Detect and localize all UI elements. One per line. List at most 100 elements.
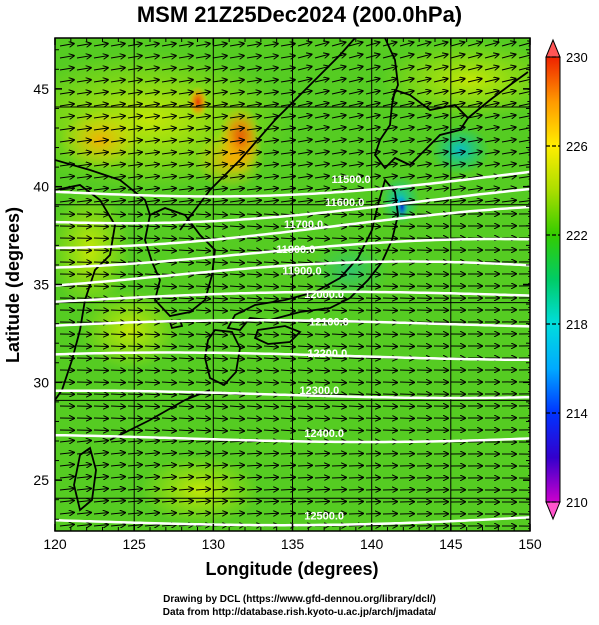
wind-arrow <box>348 139 363 142</box>
wind-arrow <box>144 80 159 82</box>
contour-label: 11500.0 <box>332 174 371 186</box>
wind-arrow <box>212 214 227 215</box>
wind-arrow <box>76 152 91 154</box>
wind-arrow <box>297 42 311 46</box>
wind-arrow <box>93 274 108 275</box>
wind-arrow <box>212 44 227 46</box>
wind-arrow <box>59 500 74 502</box>
wind-arrow <box>331 176 346 178</box>
wind-arrow <box>501 91 516 94</box>
wind-arrow <box>127 382 142 383</box>
wind-arrow <box>76 80 91 82</box>
wind-arrow <box>212 489 227 490</box>
wind-arrow <box>178 465 193 466</box>
wind-arrow <box>314 42 328 46</box>
wind-arrow <box>382 370 397 371</box>
y-tick-label: 30 <box>33 374 49 390</box>
wind-arrow <box>280 104 295 106</box>
wind-arrow <box>416 188 431 190</box>
wind-arrow <box>297 382 312 383</box>
wind-arrow <box>280 140 295 142</box>
wind-arrow <box>416 103 431 106</box>
wind-arrow <box>127 501 142 502</box>
wind-arrow <box>76 200 91 202</box>
wind-arrow <box>76 140 91 142</box>
wind-arrow <box>195 68 210 70</box>
wind-arrow <box>365 67 380 70</box>
wind-arrow <box>195 140 210 142</box>
wind-arrow <box>518 200 530 202</box>
wind-arrow <box>348 310 363 311</box>
wind-arrow <box>195 286 210 287</box>
wind-arrow <box>127 346 142 347</box>
wind-arrow <box>246 513 261 514</box>
colorbar-tick-label: 226 <box>566 139 588 154</box>
wind-arrow <box>246 262 261 263</box>
wind-arrow <box>212 104 227 106</box>
wind-arrow <box>127 128 142 130</box>
wind-arrow <box>348 334 363 335</box>
contour-label: 12400.0 <box>304 428 344 440</box>
wind-arrow <box>161 513 176 514</box>
wind-arrow <box>365 286 380 287</box>
wind-arrow <box>212 465 227 466</box>
wind-arrow <box>331 67 346 70</box>
wind-arrow <box>144 128 159 130</box>
wind-arrow <box>297 286 312 287</box>
wind-arrow <box>127 140 142 142</box>
wind-arrow <box>484 91 499 94</box>
wind-arrow <box>110 525 125 526</box>
wind-arrow <box>59 488 74 490</box>
wind-arrow <box>246 226 261 227</box>
wind-arrow <box>467 54 482 58</box>
wind-arrow <box>59 188 74 190</box>
wind-arrow <box>178 477 193 478</box>
wind-arrow <box>297 477 312 478</box>
wind-arrow <box>348 67 363 70</box>
wind-arrow <box>161 477 176 478</box>
x-tick-label: 120 <box>43 536 67 552</box>
wind-arrow <box>314 406 329 407</box>
wind-arrow <box>195 334 210 335</box>
wind-arrow <box>416 139 431 142</box>
wind-arrow <box>280 128 295 130</box>
wind-arrow <box>178 80 193 82</box>
wind-arrow <box>178 164 193 166</box>
wind-arrow <box>93 370 108 371</box>
wind-arrow <box>110 274 125 275</box>
wind-arrow <box>110 214 125 215</box>
wind-arrow <box>280 200 295 202</box>
wind-arrow <box>127 477 142 478</box>
wind-arrow <box>501 103 516 106</box>
wind-arrow <box>195 310 210 311</box>
wind-arrow <box>212 250 227 251</box>
wind-arrow <box>161 116 176 118</box>
wind-arrow <box>110 140 125 142</box>
wind-arrow <box>144 116 159 118</box>
wind-arrow <box>246 176 261 178</box>
wind-arrow <box>314 298 329 299</box>
wind-arrow <box>195 394 210 395</box>
wind-arrow <box>195 298 210 299</box>
wind-arrow <box>365 42 379 46</box>
wind-arrow <box>93 441 108 442</box>
colorbar: 210 214 218 222 226 230 <box>545 38 588 521</box>
wind-arrow <box>365 127 380 130</box>
wind-arrow <box>76 453 91 454</box>
wind-arrow <box>110 310 125 311</box>
wind-arrow <box>484 54 499 58</box>
wind-arrow <box>195 382 210 383</box>
wind-arrow <box>229 501 244 502</box>
wind-arrow <box>195 214 210 215</box>
wind-arrow <box>144 92 159 94</box>
wind-arrow <box>331 42 345 46</box>
wind-arrow <box>297 115 312 118</box>
wind-arrow <box>450 103 465 106</box>
wind-arrow <box>263 128 278 130</box>
wind-arrow <box>110 128 125 130</box>
wind-arrow <box>59 68 74 70</box>
wind-arrow <box>518 164 530 166</box>
wind-arrow <box>127 286 142 287</box>
wind-arrow <box>399 139 414 142</box>
wind-arrow <box>76 164 91 166</box>
